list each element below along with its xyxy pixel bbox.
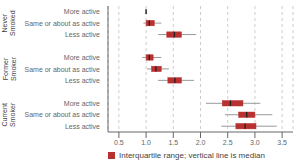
svg-text:1.0: 1.0 xyxy=(141,139,151,146)
svg-text:CurrentSmoker: CurrentSmoker xyxy=(8,102,17,127)
svg-text:More active: More active xyxy=(64,8,100,15)
svg-text:Same or about as active: Same or about as active xyxy=(25,20,101,27)
svg-text:Less active: Less active xyxy=(65,31,100,38)
svg-text:1.5: 1.5 xyxy=(168,139,178,146)
svg-text:3.5: 3.5 xyxy=(277,139,287,146)
svg-text:3.0: 3.0 xyxy=(250,139,260,146)
svg-text:Less active: Less active xyxy=(65,123,100,130)
svg-text:0.5: 0.5 xyxy=(114,139,124,146)
html-text:Interquartile range; vertical: Interquartile range; vertical line is me… xyxy=(119,150,265,160)
svg-text:Same or about as active: Same or about as active xyxy=(25,66,101,73)
svg-text:Less active: Less active xyxy=(65,77,100,84)
svg-text:Same or about as active: Same or about as active xyxy=(25,111,101,118)
svg-text:More active: More active xyxy=(64,100,100,107)
svg-text:2.5: 2.5 xyxy=(223,139,233,146)
svg-text:NeverSmoked: NeverSmoked xyxy=(8,10,17,36)
svg-text:2.0: 2.0 xyxy=(196,139,206,146)
svg-text:FormerSmoker: FormerSmoker xyxy=(8,56,17,81)
svg-text:More active: More active xyxy=(64,54,100,61)
